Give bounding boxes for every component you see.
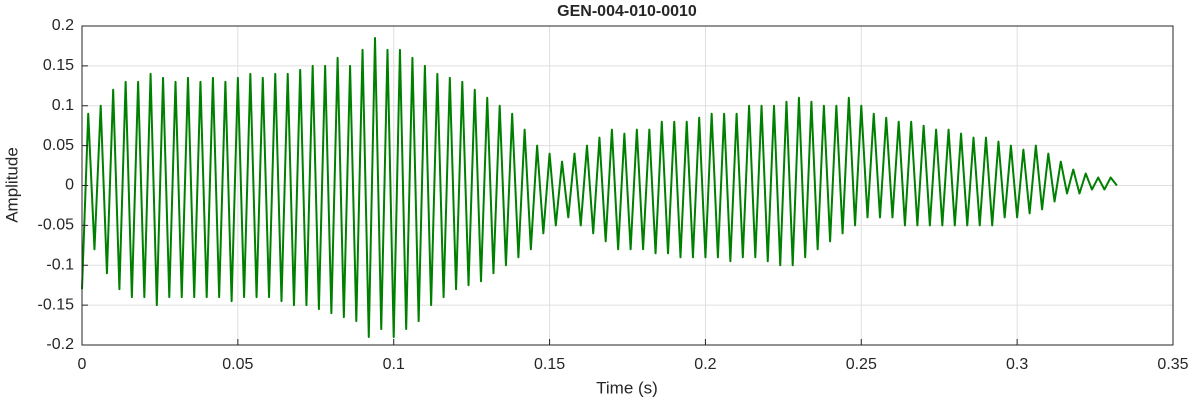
y-tick-label: 0.05 <box>43 137 74 154</box>
y-tick-label: 0.1 <box>52 97 74 114</box>
plot-area <box>81 36 1118 339</box>
x-tick-label: 0.15 <box>534 356 565 373</box>
x-tick-label: 0.1 <box>383 356 405 373</box>
x-tick-label: 0.35 <box>1157 356 1188 373</box>
x-tick-label: 0.2 <box>694 356 716 373</box>
x-tick-label: 0.25 <box>846 356 877 373</box>
y-axis-label: Amplitude <box>2 147 21 223</box>
x-tick-label: 0.05 <box>222 356 253 373</box>
y-tick-label: 0 <box>65 177 74 194</box>
data-line <box>81 36 1118 339</box>
y-tick-label: 0.15 <box>43 57 74 74</box>
x-tick-label: 0.3 <box>1006 356 1028 373</box>
y-tick-label: 0.2 <box>52 17 74 34</box>
y-tick-label: -0.15 <box>38 296 75 313</box>
y-tick-label: -0.2 <box>46 336 74 353</box>
y-tick-label: -0.05 <box>38 217 75 234</box>
x-tick-label: 0 <box>78 356 87 373</box>
y-tick-label: -0.1 <box>46 256 74 273</box>
chart-title: GEN-004-010-0010 <box>557 3 697 20</box>
x-axis-label: Time (s) <box>596 378 658 397</box>
